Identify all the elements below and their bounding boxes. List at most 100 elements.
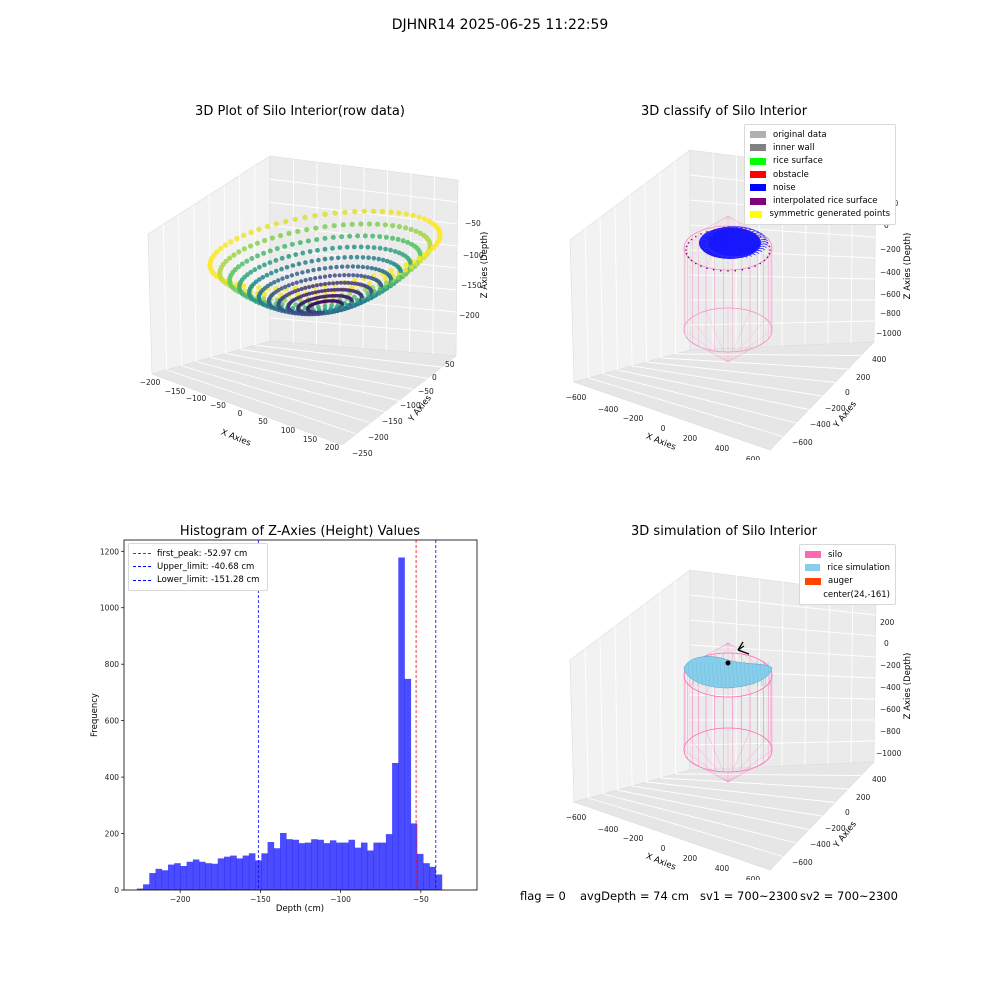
scatter-point: [241, 232, 247, 238]
rice-mesh-line: [723, 661, 727, 687]
scatter-point: [340, 302, 344, 306]
p2-xtick: 200: [683, 434, 698, 443]
noise-stroke: [699, 241, 709, 244]
panel1-xlabel: X Axies: [219, 428, 252, 449]
panel4-auger: [725, 641, 750, 666]
p1-ytick: −50: [418, 387, 434, 396]
silo-bottom-spoke: [727, 749, 773, 783]
scatter-point: [352, 281, 357, 286]
scatter-point: [261, 250, 267, 256]
histogram-bar: [429, 866, 436, 890]
grid-line: [644, 183, 647, 363]
panel4-legend-swatch: [805, 591, 816, 598]
scatter-point: [318, 275, 323, 280]
interpolated-point: [706, 231, 708, 233]
p4-ztick: −400: [880, 683, 901, 692]
p4-ztick: 0: [884, 639, 889, 648]
p1-ytick: −150: [382, 417, 403, 426]
p2-xtick: −200: [623, 414, 644, 423]
histogram-bar: [398, 557, 405, 890]
histogram-bar: [342, 842, 349, 890]
scatter-point: [358, 244, 364, 250]
histogram-bar: [367, 850, 374, 890]
p1-ytick: −200: [368, 433, 389, 442]
histogram-bar: [329, 840, 337, 890]
scatter-point: [340, 222, 346, 228]
rice-mesh-line: [727, 661, 731, 687]
scatter-point: [279, 286, 284, 291]
scatter-point: [322, 256, 328, 262]
scatter-point: [316, 257, 321, 263]
scatter-point: [282, 243, 288, 249]
panel2-legend-swatch: [750, 197, 766, 205]
scatter-point: [286, 230, 292, 236]
y-tick-label: 800: [105, 660, 120, 669]
scatter-point: [286, 283, 291, 288]
scatter-point: [261, 296, 267, 302]
scatter-point: [269, 270, 274, 276]
scatter-point: [338, 280, 343, 285]
noise-stroke: [703, 234, 712, 237]
scatter-point: [351, 244, 357, 250]
scatter-point: [366, 280, 373, 286]
grid-line: [674, 581, 676, 775]
avg-depth-status: avgDepth = 74 cm: [580, 889, 689, 903]
scatter-point: [335, 287, 340, 292]
scatter-point: [342, 255, 347, 260]
histogram-bar: [192, 859, 200, 890]
center-point: [725, 660, 731, 666]
scatter-point: [310, 291, 315, 295]
silo-top-spoke: [727, 215, 767, 238]
p2-xtick: 600: [746, 455, 761, 460]
silo-bottom-spoke: [689, 318, 729, 363]
scatter-point: [331, 223, 337, 229]
noise-stroke: [701, 245, 710, 248]
histogram-bar: [404, 678, 412, 890]
scatter-point: [338, 287, 343, 292]
p2-xtick: −400: [598, 405, 619, 414]
histogram-bar: [379, 842, 387, 890]
p2-ytick: −600: [792, 438, 813, 447]
rice-mesh-line: [763, 661, 767, 687]
panel2-legend-swatch: [750, 171, 766, 179]
histogram-chart: −200 −150 −100 −50 0 200 400 600 800 1000 1200 De…: [90, 539, 478, 914]
scatter-point: [360, 264, 366, 270]
panel4-legend-label: center(24,-161): [823, 589, 890, 600]
panel4-legend-swatch: [805, 564, 821, 572]
interpolated-point: [706, 267, 708, 269]
scatter-point: [329, 256, 334, 261]
scatter-point: [426, 248, 432, 255]
scatter-point: [400, 238, 406, 244]
p1-xtick: 100: [281, 426, 296, 435]
interpolated-point: [734, 228, 737, 231]
noise-stroke: [725, 255, 734, 259]
noise-stroke: [700, 238, 709, 242]
silo-bottom-spoke: [727, 768, 751, 783]
histogram-bar: [136, 888, 144, 890]
scatter-point: [383, 246, 388, 252]
scatter-point: [272, 280, 277, 285]
interpolated-point: [759, 262, 761, 265]
p1-xtick: 150: [303, 435, 318, 444]
histogram-ylabel: Frequency: [90, 693, 100, 737]
histogram-bar: [211, 863, 219, 890]
rice-mesh-line: [751, 661, 755, 687]
scatter-point: [304, 227, 310, 233]
scatter-point: [303, 285, 308, 290]
histogram-bar: [298, 843, 306, 890]
scatter-point: [305, 238, 311, 244]
scatter-point: [222, 242, 229, 248]
grid-line: [644, 603, 647, 783]
scatter-point: [309, 258, 315, 264]
silo-bottom-spoke: [689, 738, 729, 783]
scatter-point: [380, 257, 386, 263]
histogram-yticks: 0 200 400 600 800 1000 1200: [100, 547, 124, 895]
scatter-point: [388, 209, 394, 215]
histogram-legend-label: Upper_limit: -40.68 cm: [157, 561, 255, 572]
scatter-point: [268, 281, 273, 287]
panel2-legend-item: interpolated rice surface: [750, 194, 890, 207]
p1-xtick: 50: [258, 417, 268, 426]
panel4-legend-label: rice simulation: [827, 562, 890, 573]
histogram-bar: [292, 839, 300, 890]
scatter-point: [252, 267, 258, 273]
